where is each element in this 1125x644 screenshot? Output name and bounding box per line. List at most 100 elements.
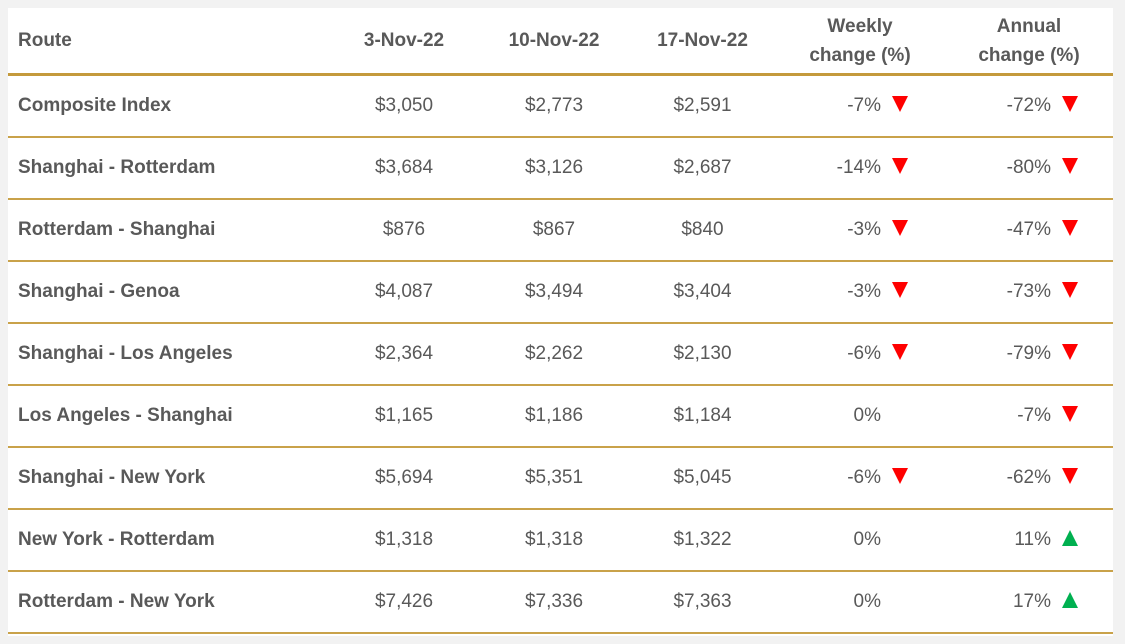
down-arrow (1062, 406, 1078, 422)
change-value: -47% (1006, 219, 1051, 240)
rate-value: $1,165 (330, 385, 478, 448)
route-name: Shanghai - Rotterdam (8, 137, 330, 200)
rate-value: $7,336 (478, 571, 630, 634)
down-arrow (1062, 158, 1078, 174)
table-body: Composite Index $3,050 $2,773 $2,591 -7% -72%… (8, 74, 1113, 634)
change-value: -6% (847, 467, 881, 488)
rate-value: $3,126 (478, 137, 630, 200)
change-value: -79% (1006, 343, 1051, 364)
annual-change-cell: -72% (945, 74, 1113, 138)
column-header: Annual change (%) (945, 8, 1113, 76)
down-arrow (892, 96, 908, 112)
table-row: Rotterdam - New York $7,426 $7,336 $7,363 0%… (8, 571, 1113, 634)
weekly-change-cell: -14% (775, 137, 945, 200)
weekly-change-cell: -6% (775, 447, 945, 510)
change-value: -73% (1006, 281, 1051, 302)
down-arrow (1062, 282, 1078, 298)
rate-value: $2,364 (330, 323, 478, 386)
down-arrow (892, 468, 908, 484)
column-header: 10-Nov-22 (478, 8, 630, 76)
weekly-change-cell: 0% (775, 509, 945, 572)
weekly-change-cell: 0% (775, 385, 945, 448)
annual-change-cell: -47% (945, 199, 1113, 262)
down-arrow (892, 158, 908, 174)
rate-value: $1,184 (630, 385, 775, 448)
rate-value: $7,426 (330, 571, 478, 634)
column-header: Weekly change (%) (775, 8, 945, 76)
rate-value: $1,186 (478, 385, 630, 448)
table-row: Composite Index $3,050 $2,773 $2,591 -7% -72% (8, 74, 1113, 138)
rate-value: $3,684 (330, 137, 478, 200)
table-panel: Route 3-Nov-22 10-Nov-22 17-Nov-22 Weekly ch… (8, 8, 1113, 636)
rate-value: $5,045 (630, 447, 775, 510)
down-arrow (892, 220, 908, 236)
table-row: Shanghai - Rotterdam $3,684 $3,126 $2,687 -1… (8, 137, 1113, 200)
rate-value: $1,318 (478, 509, 630, 572)
table-row: Shanghai - New York $5,694 $5,351 $5,045 -6%… (8, 447, 1113, 510)
column-header: 17-Nov-22 (630, 8, 775, 76)
rate-value: $2,773 (478, 74, 630, 138)
rate-value: $876 (330, 199, 478, 262)
annual-change-cell: -7% (945, 385, 1113, 448)
down-arrow (892, 282, 908, 298)
annual-change-cell: -79% (945, 323, 1113, 386)
column-header: Route (8, 8, 330, 76)
rate-value: $2,262 (478, 323, 630, 386)
rate-value: $7,363 (630, 571, 775, 634)
annual-change-cell: -62% (945, 447, 1113, 510)
up-arrow (1062, 592, 1078, 608)
change-value: 17% (1012, 591, 1051, 612)
rate-value: $3,050 (330, 74, 478, 138)
change-value: 0% (853, 405, 881, 426)
rate-value: $1,322 (630, 509, 775, 572)
down-arrow (1062, 96, 1078, 112)
change-value: -7% (1017, 405, 1051, 426)
annual-change-cell: 17% (945, 571, 1113, 634)
down-arrow (892, 344, 908, 360)
table-row: New York - Rotterdam $1,318 $1,318 $1,322 0%… (8, 509, 1113, 572)
change-value: -80% (1006, 157, 1051, 178)
route-name: Rotterdam - New York (8, 571, 330, 634)
annual-change-cell: -73% (945, 261, 1113, 324)
table-header: Route 3-Nov-22 10-Nov-22 17-Nov-22 Weekly ch… (8, 8, 1113, 76)
weekly-change-cell: -7% (775, 74, 945, 138)
change-value: -3% (847, 281, 881, 302)
rate-value: $5,351 (478, 447, 630, 510)
rate-value: $2,687 (630, 137, 775, 200)
rate-value: $867 (478, 199, 630, 262)
change-value: 0% (853, 529, 881, 550)
route-name: Shanghai - New York (8, 447, 330, 510)
rate-value: $840 (630, 199, 775, 262)
route-name: Rotterdam - Shanghai (8, 199, 330, 262)
rate-value: $3,494 (478, 261, 630, 324)
down-arrow (1062, 220, 1078, 236)
weekly-change-cell: 0% (775, 571, 945, 634)
route-name: Los Angeles - Shanghai (8, 385, 330, 448)
weekly-change-cell: -6% (775, 323, 945, 386)
down-arrow (1062, 468, 1078, 484)
annual-change-cell: -80% (945, 137, 1113, 200)
rate-value: $3,404 (630, 261, 775, 324)
table-row: Los Angeles - Shanghai $1,165 $1,186 $1,184… (8, 385, 1113, 448)
change-value: -62% (1006, 467, 1051, 488)
route-name: Shanghai - Genoa (8, 261, 330, 324)
up-arrow (1062, 530, 1078, 546)
weekly-change-cell: -3% (775, 199, 945, 262)
rate-value: $2,591 (630, 74, 775, 138)
rate-value: $4,087 (330, 261, 478, 324)
table-row: Shanghai - Los Angeles $2,364 $2,262 $2,130… (8, 323, 1113, 386)
route-name: Composite Index (8, 74, 330, 138)
down-arrow (1062, 344, 1078, 360)
table-row: Shanghai - Genoa $4,087 $3,494 $3,404 -3% -73… (8, 261, 1113, 324)
route-name: Shanghai - Los Angeles (8, 323, 330, 386)
change-value: -72% (1006, 95, 1051, 116)
change-value: -3% (847, 219, 881, 240)
rates-table: Route 3-Nov-22 10-Nov-22 17-Nov-22 Weekly ch… (8, 8, 1113, 634)
change-value: -14% (836, 157, 881, 178)
change-value: 0% (853, 591, 881, 612)
route-name: New York - Rotterdam (8, 509, 330, 572)
weekly-change-cell: -3% (775, 261, 945, 324)
header-row: Route 3-Nov-22 10-Nov-22 17-Nov-22 Weekly ch… (8, 8, 1113, 76)
column-header: 3-Nov-22 (330, 8, 478, 76)
